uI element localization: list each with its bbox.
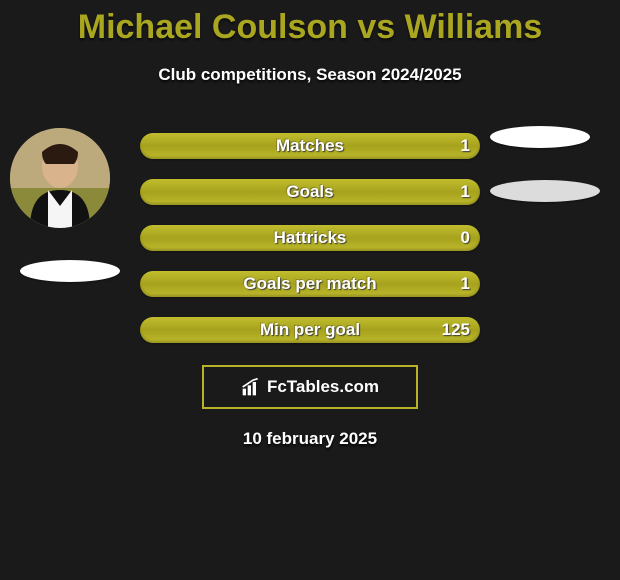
stat-row: Matches1: [0, 123, 620, 169]
date-label: 10 february 2025: [0, 429, 620, 449]
stat-bar: [140, 225, 480, 251]
chart-icon: [241, 377, 261, 397]
stat-bar: [140, 271, 480, 297]
stat-row: Goals1: [0, 169, 620, 215]
comparison-card: Michael Coulson vs Williams Club competi…: [0, 0, 620, 449]
stat-bar: [140, 317, 480, 343]
stat-bar: [140, 133, 480, 159]
stat-bar: [140, 179, 480, 205]
brand-badge[interactable]: FcTables.com: [202, 365, 418, 409]
stat-row: Goals per match1: [0, 261, 620, 307]
stat-row: Min per goal125: [0, 307, 620, 353]
page-title: Michael Coulson vs Williams: [0, 8, 620, 47]
subtitle: Club competitions, Season 2024/2025: [0, 65, 620, 85]
stat-row: Hattricks0: [0, 215, 620, 261]
stats-list: Matches1Goals1Hattricks0Goals per match1…: [0, 123, 620, 353]
brand-text: FcTables.com: [267, 377, 379, 397]
